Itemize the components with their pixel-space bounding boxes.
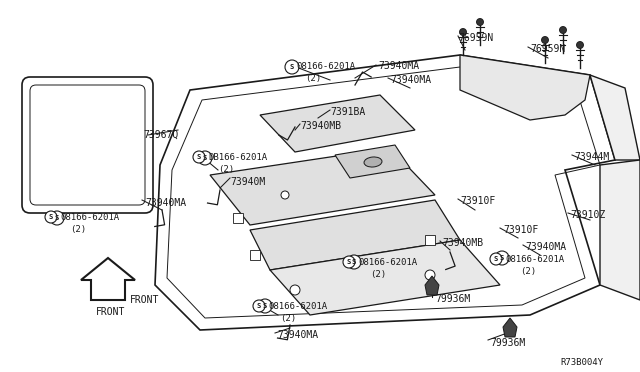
Polygon shape (210, 148, 435, 225)
Circle shape (193, 151, 205, 163)
Circle shape (425, 270, 435, 280)
Circle shape (477, 19, 483, 26)
Text: 73940MA: 73940MA (277, 330, 318, 340)
Circle shape (198, 151, 212, 165)
Circle shape (460, 29, 467, 35)
Circle shape (281, 191, 289, 199)
Circle shape (343, 256, 355, 268)
Bar (250, 250, 260, 260)
Text: S: S (263, 303, 267, 309)
Text: S: S (49, 214, 53, 220)
Bar (233, 213, 243, 223)
Polygon shape (590, 75, 640, 160)
Circle shape (495, 251, 509, 265)
Text: (2): (2) (520, 267, 536, 276)
Text: R73B004Y: R73B004Y (560, 358, 603, 367)
Polygon shape (260, 95, 415, 152)
Polygon shape (600, 160, 640, 300)
Text: 73940MB: 73940MB (442, 238, 483, 248)
Text: 73967Q: 73967Q (143, 130, 179, 140)
Polygon shape (335, 145, 410, 178)
Text: 73940MA: 73940MA (145, 198, 186, 208)
Text: 73940MA: 73940MA (390, 75, 431, 85)
Text: 08166-6201A: 08166-6201A (268, 302, 327, 311)
Text: S: S (500, 255, 504, 261)
Text: 7391BA: 7391BA (330, 107, 365, 117)
Text: FRONT: FRONT (96, 307, 125, 317)
Polygon shape (270, 240, 500, 315)
Text: 73944M: 73944M (574, 152, 609, 162)
Text: 73910F: 73910F (460, 196, 495, 206)
Circle shape (559, 26, 566, 33)
Circle shape (285, 60, 299, 74)
Text: S: S (352, 259, 356, 265)
Circle shape (50, 211, 64, 225)
Text: 79936M: 79936M (490, 338, 525, 348)
Text: DB166-6201A: DB166-6201A (208, 153, 267, 162)
Circle shape (490, 253, 502, 265)
Polygon shape (425, 276, 439, 295)
Text: (2): (2) (305, 74, 321, 83)
Circle shape (347, 255, 361, 269)
Polygon shape (460, 55, 590, 120)
Text: (2): (2) (218, 165, 234, 174)
Circle shape (258, 299, 272, 313)
Ellipse shape (364, 157, 382, 167)
Circle shape (253, 300, 265, 312)
Bar (425, 235, 435, 245)
Text: S: S (347, 259, 351, 265)
Text: 73910F: 73910F (503, 225, 538, 235)
Text: 76959N: 76959N (530, 44, 565, 54)
Text: 08166-6201A: 08166-6201A (505, 255, 564, 264)
Text: S: S (257, 303, 261, 309)
Text: 73940M: 73940M (230, 177, 265, 187)
Text: 73910Z: 73910Z (570, 210, 605, 220)
Text: S: S (55, 215, 59, 221)
Text: 76959N: 76959N (458, 33, 493, 43)
Polygon shape (250, 200, 460, 270)
Text: 73940MB: 73940MB (300, 121, 341, 131)
Polygon shape (155, 55, 615, 330)
Text: 79936M: 79936M (435, 294, 470, 304)
Text: S: S (197, 154, 201, 160)
Text: (2): (2) (70, 225, 86, 234)
Text: S: S (494, 256, 498, 262)
Text: 08166-6201A: 08166-6201A (358, 258, 417, 267)
Text: 08166-6201A: 08166-6201A (60, 213, 119, 222)
Text: S: S (290, 64, 294, 70)
Text: 08166-6201A: 08166-6201A (296, 62, 355, 71)
Polygon shape (81, 258, 135, 300)
Circle shape (45, 211, 57, 223)
Circle shape (290, 285, 300, 295)
Polygon shape (503, 318, 517, 337)
Text: S: S (203, 155, 207, 161)
FancyBboxPatch shape (22, 77, 153, 213)
Text: (2): (2) (370, 270, 386, 279)
Text: 73940MA: 73940MA (525, 242, 566, 252)
Circle shape (541, 36, 548, 44)
Circle shape (577, 42, 584, 48)
Text: FRONT: FRONT (130, 295, 159, 305)
Text: 73940MA: 73940MA (378, 61, 419, 71)
Circle shape (351, 256, 359, 264)
Text: (2): (2) (280, 314, 296, 323)
